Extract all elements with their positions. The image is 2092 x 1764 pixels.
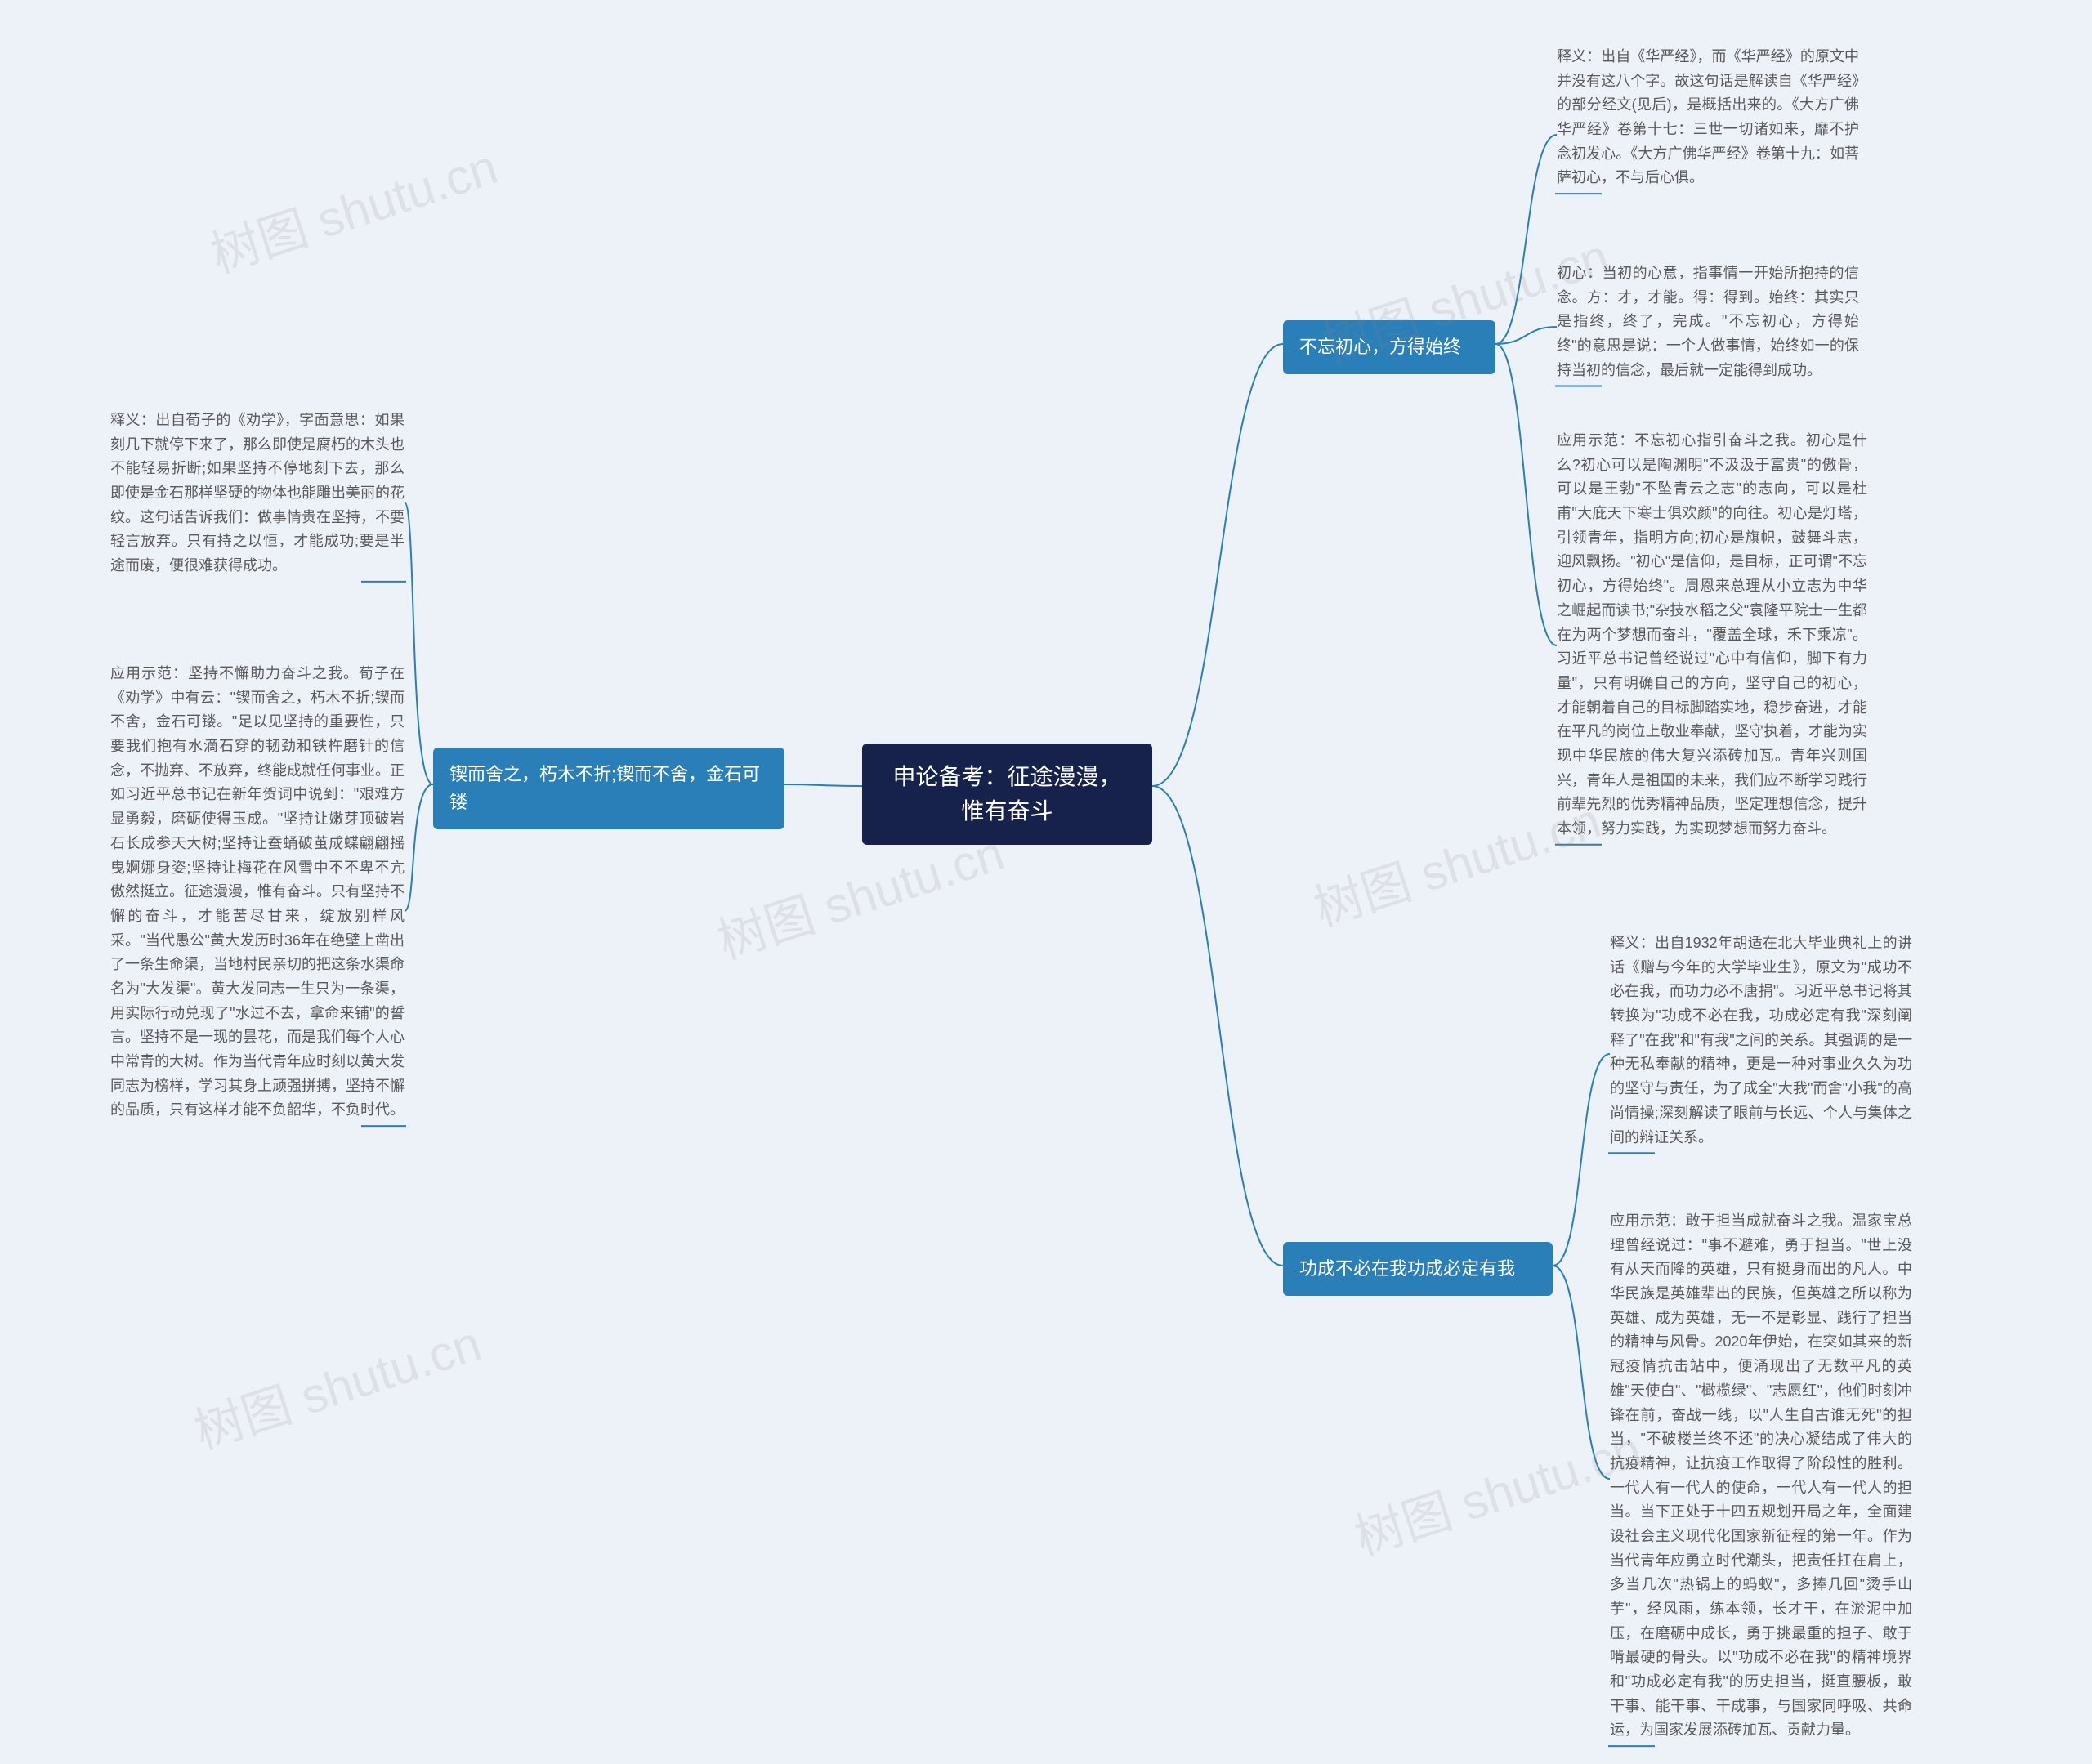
watermark-text: 树图 shutu.cn bbox=[184, 1304, 489, 1463]
leaf-text: 初心：当初的心意，指事情一开始所抱持的信念。方：才，才能。得：得到。始终：其实只… bbox=[1557, 261, 1859, 382]
leaf-text: 应用示范：敢于担当成就奋斗之我。温家宝总理曾经说过："事不避难，勇于担当。"世上… bbox=[1610, 1209, 1912, 1743]
mindmap-canvas: 申论备考：征途漫漫，惟有奋斗 锲而舍之，朽木不折;锲而不舍，金石可镂 不忘初心，… bbox=[0, 0, 2092, 1764]
branch-node-right-2[interactable]: 功成不必在我功成必定有我 bbox=[1283, 1242, 1553, 1296]
center-node[interactable]: 申论备考：征途漫漫，惟有奋斗 bbox=[862, 744, 1152, 845]
leaf-text: 应用示范：坚持不懈助力奋斗之我。荀子在《劝学》中有云："锲而舍之，朽木不折;锲而… bbox=[110, 662, 405, 1123]
leaf-text: 释义：出自《华严经》，而《华严经》的原文中并没有这八个字。故这句话是解读自《华严… bbox=[1557, 45, 1859, 190]
leaf-text: 释义：出自1932年胡适在北大毕业典礼上的讲话《赠与今年的大学毕业生》，原文为"… bbox=[1610, 931, 1912, 1150]
leaf-text: 应用示范：不忘初心指引奋斗之我。初心是什么?初心可以是陶渊明"不汲汲于富贵"的傲… bbox=[1557, 429, 1867, 842]
watermark-text: 树图 shutu.cn bbox=[200, 127, 505, 287]
watermark-text: 树图 shutu.cn bbox=[1344, 1410, 1649, 1570]
branch-node-right-1[interactable]: 不忘初心，方得始终 bbox=[1283, 320, 1495, 374]
leaf-text: 释义：出自荀子的《劝学》，字面意思：如果刻几下就停下来了，那么即使是腐朽的木头也… bbox=[110, 409, 405, 578]
branch-node-left[interactable]: 锲而舍之，朽木不折;锲而不舍，金石可镂 bbox=[433, 748, 784, 829]
